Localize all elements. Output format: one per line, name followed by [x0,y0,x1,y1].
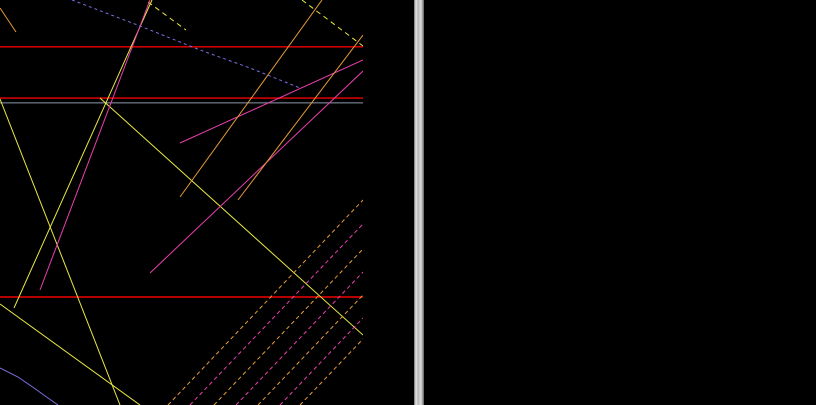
trend-line-violet[interactable] [71,0,301,89]
trend-line-orange[interactable] [0,7,17,33]
trend-line-yellow[interactable] [0,98,121,405]
trend-line-yellow[interactable] [99,97,363,336]
plot-area [0,0,363,405]
trend-line-orange[interactable] [167,199,363,405]
trend-line-magenta[interactable] [179,59,363,144]
trend-line-magenta[interactable] [149,70,363,274]
window-splitter[interactable] [414,0,424,405]
trend-line-orange[interactable] [179,0,323,198]
trend-line-violet[interactable] [0,367,59,405]
trend-line-yellow[interactable] [301,0,363,47]
left-chart-panel[interactable] [0,0,414,405]
trend-line-orange[interactable] [299,338,363,405]
trend-line-magenta[interactable] [39,0,151,291]
trend-line-yellow[interactable] [13,0,153,309]
trend-line-orange[interactable] [237,34,363,201]
trend-line-magenta[interactable] [189,223,363,405]
trend-line-yellow[interactable] [0,303,141,405]
trend-line-magenta[interactable] [279,317,363,405]
left-chart-svg [0,0,363,405]
trend-line-orange[interactable] [213,248,363,405]
trend-line-yellow[interactable] [147,1,187,31]
trend-line-magenta[interactable] [235,271,363,405]
trend-line-orange[interactable] [257,294,363,405]
right-chart-panel[interactable] [424,0,816,405]
